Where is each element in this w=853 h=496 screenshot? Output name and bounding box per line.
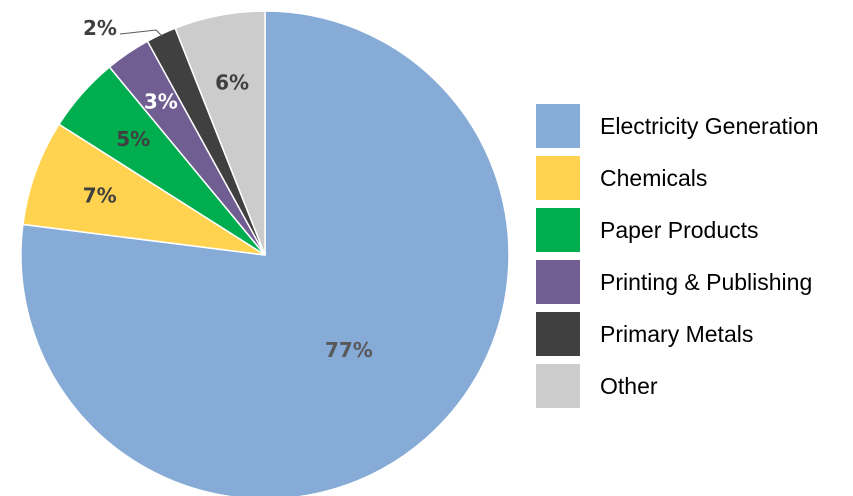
slice-label-printing-and-publishing: 3% <box>144 90 178 114</box>
legend-item-chemicals: Chemicals <box>536 152 819 204</box>
legend-label: Chemicals <box>600 164 708 191</box>
legend-label: Primary Metals <box>600 320 754 347</box>
legend-swatch <box>536 156 580 200</box>
pie-slices <box>20 10 510 496</box>
pie-slice-electricity-generation <box>20 10 510 496</box>
legend: Electricity Generation Chemicals Paper Pro… <box>536 100 819 412</box>
pie-slice-chemicals <box>22 123 266 256</box>
slice-label-chemicals: 7% <box>83 184 117 208</box>
legend-item-other: Other <box>536 360 819 412</box>
legend-label: Other <box>600 372 658 399</box>
legend-label: Paper Products <box>600 216 759 243</box>
pie-slice-other <box>174 10 266 256</box>
legend-swatch <box>536 312 580 356</box>
legend-item-printing-and-publishing: Printing & Publishing <box>536 256 819 308</box>
legend-swatch <box>536 208 580 252</box>
legend-swatch <box>536 260 580 304</box>
legend-item-paper-products: Paper Products <box>536 204 819 256</box>
slice-labels: 77% 7% 5% 3% 2% 6% <box>83 16 373 362</box>
slice-label-paper-products: 5% <box>116 127 150 151</box>
legend-item-primary-metals: Primary Metals <box>536 308 819 360</box>
slice-label-electricity-generation: 77% <box>325 338 373 362</box>
legend-swatch <box>536 364 580 408</box>
slice-label-primary-metals: 2% <box>83 16 117 40</box>
legend-label: Electricity Generation <box>600 112 819 139</box>
slice-label-other: 6% <box>215 70 249 94</box>
legend-swatch <box>536 104 580 148</box>
leader-line-primary-metals <box>119 29 163 37</box>
leader-lines <box>119 29 163 37</box>
legend-label: Printing & Publishing <box>600 268 813 295</box>
legend-item-electricity-generation: Electricity Generation <box>536 100 819 152</box>
